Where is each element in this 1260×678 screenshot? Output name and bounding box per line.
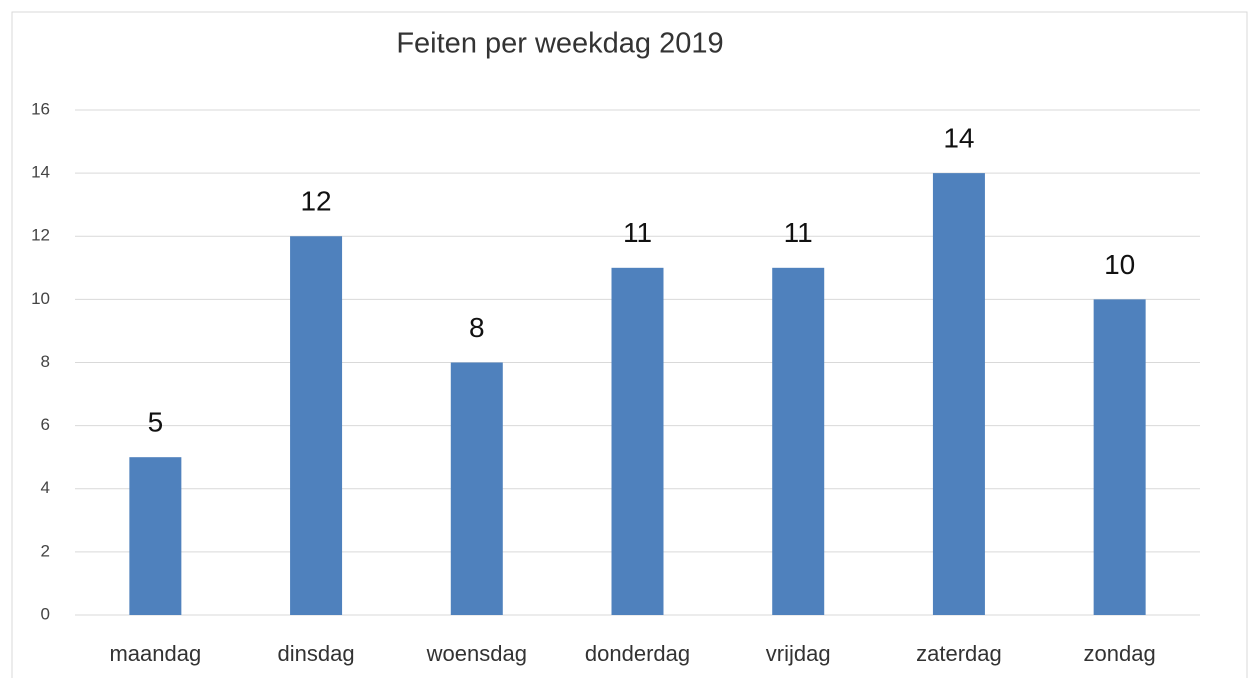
- x-tick-label: maandag: [109, 641, 201, 666]
- data-label: 10: [1104, 249, 1135, 280]
- x-tick-label: dinsdag: [278, 641, 355, 666]
- bar: [772, 267, 825, 615]
- y-tick-label: 12: [31, 226, 50, 245]
- bar: [932, 173, 985, 615]
- data-label: 5: [148, 407, 164, 438]
- y-tick-label: 0: [41, 604, 50, 623]
- x-tick-label: vrijdag: [766, 641, 831, 666]
- bar: [611, 267, 664, 615]
- data-label: 12: [300, 186, 331, 217]
- y-tick-label: 16: [31, 99, 50, 118]
- y-tick-label: 4: [41, 478, 50, 497]
- x-tick-label: zondag: [1084, 641, 1156, 666]
- data-label: 11: [623, 217, 652, 248]
- y-tick-label: 10: [31, 289, 50, 308]
- x-tick-label: woensdag: [426, 641, 527, 666]
- x-tick-label: donderdag: [585, 641, 690, 666]
- chart-frame: [11, 11, 1248, 678]
- bar: [129, 457, 182, 615]
- x-tick-label: zaterdag: [916, 641, 1002, 666]
- bar: [1093, 299, 1146, 615]
- y-tick-label: 8: [41, 352, 50, 371]
- y-tick-label: 6: [41, 415, 50, 434]
- data-label: 11: [784, 217, 813, 248]
- bar: [450, 362, 503, 615]
- y-tick-label: 14: [31, 163, 50, 182]
- y-tick-label: 2: [41, 541, 50, 560]
- data-label: 8: [469, 312, 485, 343]
- bar: [290, 236, 343, 615]
- data-label: 14: [943, 123, 974, 154]
- chart-title: Feiten per weekdag 2019: [396, 28, 723, 60]
